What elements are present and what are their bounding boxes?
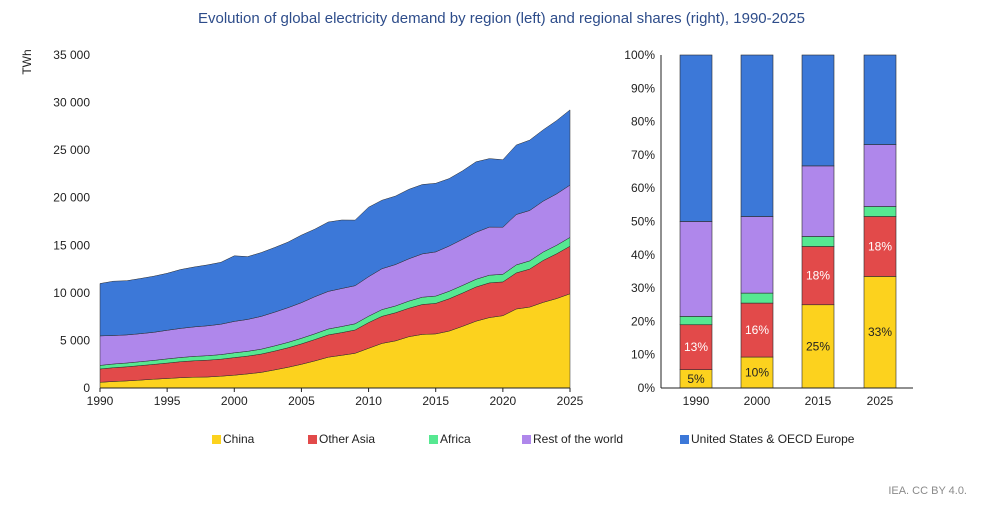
y-tick-label-right: 60% bbox=[631, 181, 655, 195]
y-tick-label-right: 80% bbox=[631, 115, 655, 129]
legend-label-other-asia: Other Asia bbox=[319, 432, 376, 446]
bar-segment-united-states-and-oecd-europe bbox=[679, 54, 713, 222]
legend-swatch-other-asia bbox=[308, 434, 317, 444]
data-label: 18% bbox=[868, 239, 892, 253]
bar-segment-rest-of-the-world bbox=[863, 144, 897, 207]
bar-segment-rest-of-the-world bbox=[679, 221, 713, 317]
bar-segment-africa bbox=[863, 206, 897, 217]
x-tick-label: 1990 bbox=[87, 394, 114, 408]
legend-label-rest-of-world: Rest of the world bbox=[533, 432, 624, 446]
bar-segment-united-states-and-oecd-europe bbox=[740, 54, 774, 217]
y-tick-label-right: 100% bbox=[624, 48, 655, 62]
x-tick-label: 2000 bbox=[221, 394, 248, 408]
data-label: 5% bbox=[687, 372, 705, 386]
y-tick-label: 15 000 bbox=[53, 238, 90, 252]
legend-swatch-rest-of-world bbox=[522, 434, 531, 444]
legend-item-other-asia: Other Asia bbox=[308, 432, 375, 446]
bar-segment-other-asia bbox=[740, 302, 774, 358]
bar-segment-other-asia bbox=[801, 246, 835, 306]
bar-segment-united-states-and-oecd-europe bbox=[863, 54, 897, 145]
legend-item-china: China bbox=[212, 432, 254, 446]
data-label: 33% bbox=[868, 325, 892, 339]
x-tick-label-right: 2025 bbox=[867, 394, 894, 408]
legend-label-africa: Africa bbox=[440, 432, 471, 446]
data-label: 10% bbox=[745, 366, 769, 380]
x-tick-label: 2020 bbox=[490, 394, 517, 408]
y-tick-label: 0 bbox=[83, 381, 90, 395]
bar-segment-rest-of-the-world bbox=[801, 165, 835, 237]
y-tick-label-right: 30% bbox=[631, 281, 655, 295]
y-tick-label-right: 20% bbox=[631, 314, 655, 328]
y-tick-label: 10 000 bbox=[53, 286, 90, 300]
x-tick-label-right: 2015 bbox=[805, 394, 832, 408]
data-label: 18% bbox=[806, 269, 830, 283]
x-tick-label: 2010 bbox=[355, 394, 382, 408]
y-tick-label-right: 50% bbox=[631, 215, 655, 229]
bar-segment-china bbox=[863, 276, 897, 389]
legend-swatch-us-oecd bbox=[680, 434, 689, 444]
legend-swatch-china bbox=[212, 434, 221, 444]
x-tick-label: 2005 bbox=[288, 394, 315, 408]
y-tick-label: 5 000 bbox=[60, 333, 90, 347]
y-axis-label: TWh bbox=[20, 49, 34, 74]
data-label: 16% bbox=[745, 323, 769, 337]
y-tick-label-right: 40% bbox=[631, 248, 655, 262]
data-label: 13% bbox=[684, 340, 708, 354]
bar-segment-other-asia bbox=[863, 216, 897, 277]
bar-segment-africa bbox=[679, 316, 713, 326]
y-tick-label-right: 70% bbox=[631, 148, 655, 162]
bar-segment-united-states-and-oecd-europe bbox=[801, 54, 835, 167]
x-tick-label: 2015 bbox=[422, 394, 449, 408]
legend-label-us-oecd: United States & OECD Europe bbox=[691, 432, 855, 446]
y-tick-label-right: 10% bbox=[631, 348, 655, 362]
x-tick-label: 2025 bbox=[557, 394, 584, 408]
x-tick-label-right: 1990 bbox=[683, 394, 710, 408]
area-united-states-and-oecd-europe bbox=[99, 109, 571, 337]
y-tick-label: 25 000 bbox=[53, 143, 90, 157]
legend-item-rest-of-world: Rest of the world bbox=[522, 432, 623, 446]
bar-segment-africa bbox=[740, 292, 774, 304]
x-tick-label: 1995 bbox=[154, 394, 181, 408]
legend-item-africa: Africa bbox=[429, 432, 471, 446]
y-tick-label-right: 90% bbox=[631, 81, 655, 95]
bar-segment-china bbox=[801, 304, 835, 389]
bar-segment-africa bbox=[801, 236, 835, 247]
y-tick-label: 30 000 bbox=[53, 96, 90, 110]
legend-swatch-africa bbox=[429, 434, 438, 444]
data-label: 25% bbox=[806, 339, 830, 353]
legend-item-us-oecd: United States & OECD Europe bbox=[680, 432, 854, 446]
y-tick-label: 35 000 bbox=[53, 48, 90, 62]
y-tick-label: 20 000 bbox=[53, 191, 90, 205]
bar-segment-rest-of-the-world bbox=[740, 216, 774, 294]
x-tick-label-right: 2000 bbox=[744, 394, 771, 408]
legend: China Other Asia Africa Rest of the worl… bbox=[0, 432, 1003, 450]
y-tick-label-right: 0% bbox=[638, 381, 656, 395]
legend-label-china: China bbox=[223, 432, 255, 446]
chart-title: Evolution of global electricity demand b… bbox=[197, 10, 805, 27]
credit-text: IEA. CC BY 4.0. bbox=[888, 485, 967, 497]
